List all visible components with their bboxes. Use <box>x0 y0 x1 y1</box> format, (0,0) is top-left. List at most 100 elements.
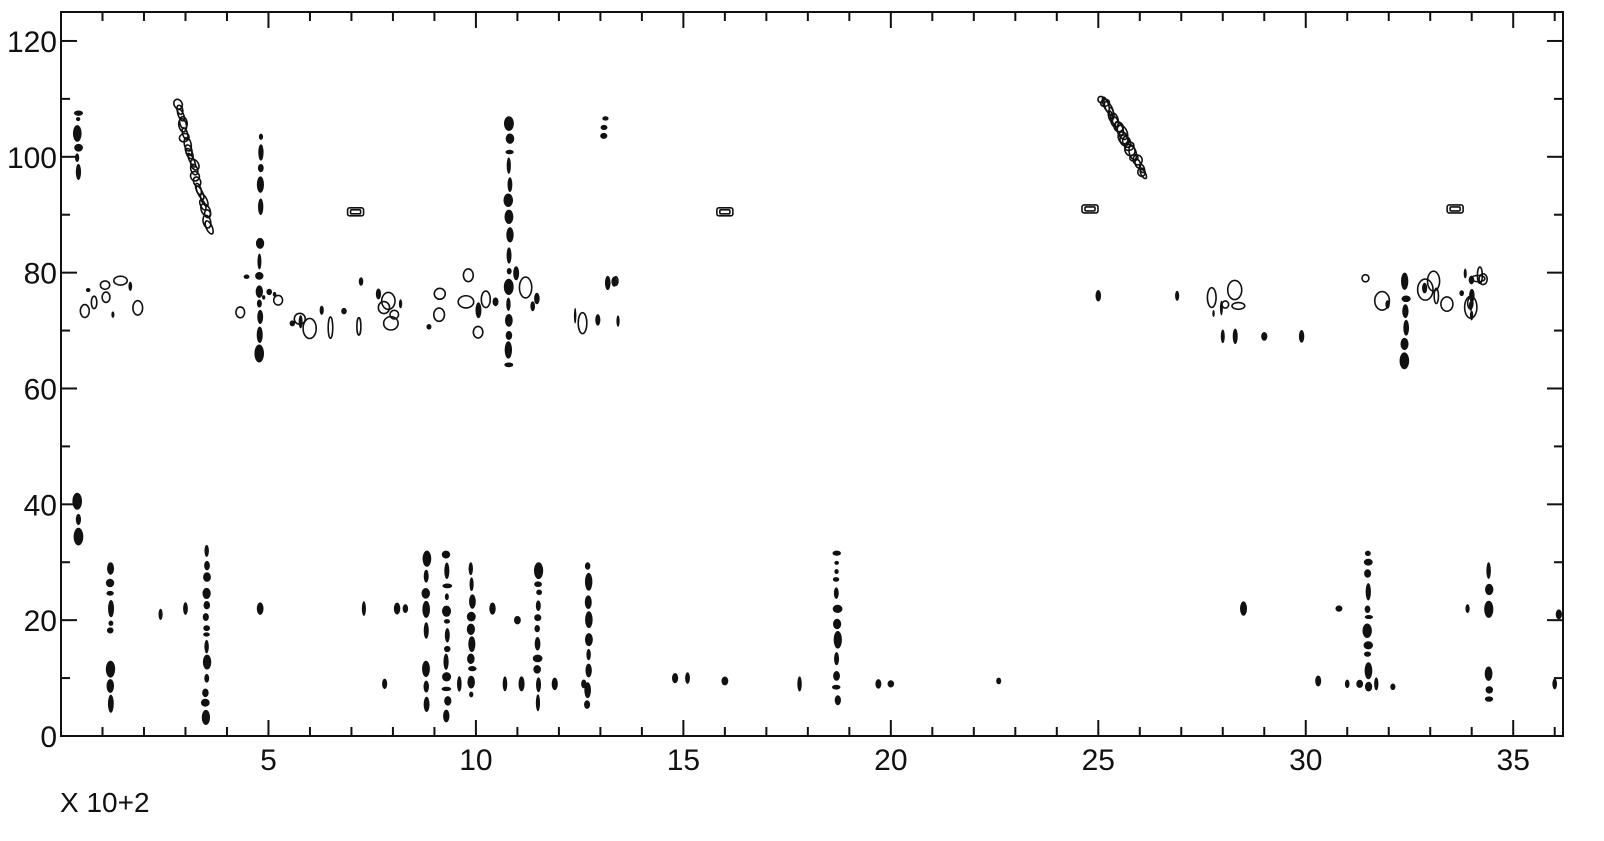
streak-segment <box>466 623 475 635</box>
small-peak <box>361 601 366 616</box>
streak-segment <box>1364 662 1373 680</box>
small-peak <box>551 677 558 691</box>
small-peak <box>1261 331 1268 341</box>
band-peak <box>398 299 403 309</box>
streak-segment <box>256 176 264 193</box>
band-peak <box>85 287 91 293</box>
streak-segment <box>507 177 513 192</box>
streak-segment <box>469 594 476 609</box>
small-peak <box>1095 290 1102 302</box>
streak-segment <box>467 675 475 689</box>
band-contour <box>235 306 246 319</box>
band-contour <box>79 303 91 319</box>
y-tick-label: 100 <box>7 142 57 175</box>
band-peak <box>616 315 620 327</box>
x-tick-label: 25 <box>1082 744 1115 777</box>
small-peak <box>1335 605 1343 612</box>
streak-segment <box>203 625 211 632</box>
band-contour <box>1361 273 1370 283</box>
small-peak <box>581 679 587 689</box>
streak-segment <box>584 633 593 647</box>
streak-segment <box>833 630 842 649</box>
streak-segment <box>468 562 473 576</box>
small-peak <box>721 676 729 686</box>
small-peak <box>518 676 525 692</box>
x-tick-label: 35 <box>1497 744 1530 777</box>
streak-segment <box>255 272 264 280</box>
band-contour <box>1206 286 1217 309</box>
band-contour <box>433 287 447 301</box>
small-peak <box>1175 290 1180 301</box>
streak-segment <box>1364 550 1371 557</box>
streak-segment <box>1484 600 1494 618</box>
band-peak <box>513 266 520 281</box>
streak-segment <box>444 562 450 580</box>
streak-segment <box>534 614 542 622</box>
streak-segment <box>1363 641 1374 650</box>
streak-segment <box>1400 272 1409 290</box>
band-peak <box>534 292 540 305</box>
band-contour <box>302 317 318 340</box>
band-contour <box>1221 300 1230 309</box>
streak-segment <box>422 600 430 618</box>
band-contour <box>432 307 446 323</box>
band-peak <box>298 315 303 329</box>
band-contour <box>90 295 98 310</box>
ridge-contour <box>204 220 214 235</box>
plot-frame <box>60 11 1564 737</box>
streak-segment <box>586 648 591 661</box>
streak-segment <box>202 613 209 622</box>
streak-segment <box>441 550 451 559</box>
streak-segment <box>834 652 840 666</box>
streak-segment <box>585 611 593 629</box>
streak-segment <box>1363 558 1373 566</box>
ridge-contour <box>1099 98 1111 108</box>
streak-segment <box>106 679 115 693</box>
streak-segment <box>536 589 543 596</box>
ridge-contour <box>176 108 186 122</box>
streak-segment <box>1362 623 1372 639</box>
band-contour <box>1373 290 1391 311</box>
band-peak <box>573 307 577 324</box>
streak-segment <box>442 583 453 589</box>
streak-segment <box>107 562 115 575</box>
streak-segment <box>832 618 842 630</box>
small-peak <box>996 677 1002 685</box>
streak-segment <box>75 513 82 526</box>
streak-segment <box>534 581 542 588</box>
ridge-contour <box>1132 154 1144 166</box>
band-peak <box>604 275 611 291</box>
small-peak <box>875 679 882 689</box>
streak-segment <box>600 124 608 131</box>
ridge-contour <box>177 117 188 133</box>
band-peak <box>319 305 324 315</box>
streak-segment <box>203 572 211 582</box>
streak-segment <box>468 636 476 653</box>
band-peak <box>426 324 432 330</box>
small-peak <box>1240 601 1248 616</box>
streak-segment <box>105 660 116 678</box>
band-peak <box>266 288 273 296</box>
box-peak-inner <box>1449 206 1461 212</box>
streak-segment <box>1400 337 1409 351</box>
streak-segment <box>466 611 476 622</box>
streak-segment <box>441 686 452 692</box>
streak-segment <box>1364 569 1372 578</box>
streak-segment <box>1364 614 1374 620</box>
band-contour <box>1226 279 1243 301</box>
streak-segment <box>202 688 209 698</box>
streak-segment <box>73 527 84 546</box>
band-contour <box>480 290 492 309</box>
streak-segment <box>1401 295 1411 303</box>
small-peak <box>183 602 188 615</box>
streak-segment <box>201 709 211 725</box>
streak-segment <box>834 695 841 706</box>
streak-segment <box>423 696 430 712</box>
streak-segment <box>204 639 209 654</box>
streak-segment <box>106 590 114 596</box>
band-peak <box>1468 275 1475 285</box>
y-tick-label: 0 <box>40 721 57 754</box>
streak-segment <box>444 593 449 601</box>
small-peak <box>1555 609 1562 620</box>
